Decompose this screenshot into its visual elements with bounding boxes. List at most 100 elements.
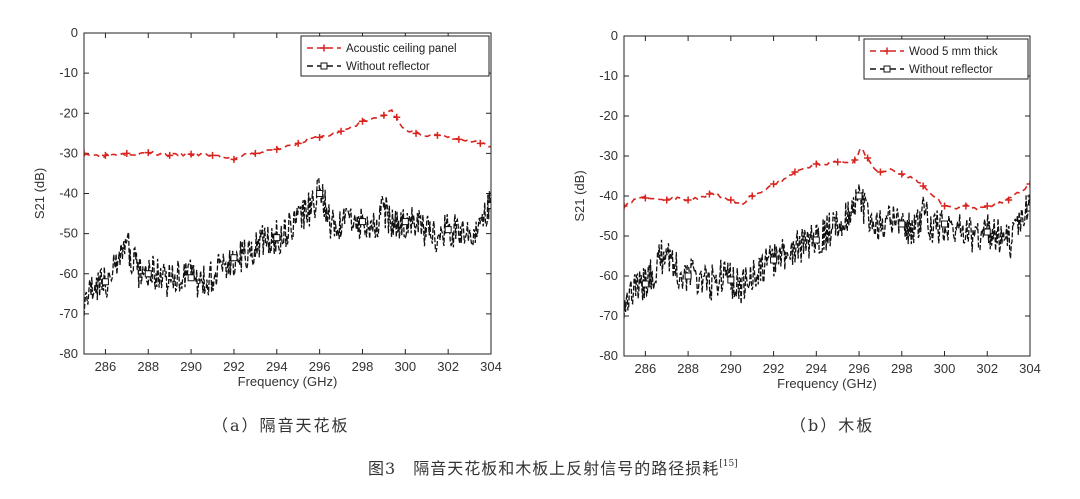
x-tick-label: 290	[180, 359, 202, 374]
series-marker	[337, 127, 345, 135]
figure-label: 图3	[368, 459, 397, 478]
series-marker	[983, 202, 991, 210]
y-tick-label: -40	[599, 188, 618, 203]
x-axis-label: Frequency (GHz)	[238, 374, 338, 389]
series-marker	[144, 270, 152, 278]
caption-a: （a）隔音天花板	[212, 416, 350, 435]
series-marker	[864, 154, 872, 162]
series-marker	[101, 278, 109, 286]
series-marker	[187, 274, 195, 282]
x-tick-label: 300	[394, 359, 416, 374]
series-marker	[380, 111, 388, 119]
series-marker	[101, 151, 109, 159]
series-line	[84, 108, 491, 162]
series-marker	[898, 220, 906, 228]
series-marker	[187, 150, 195, 158]
y-tick-label: -60	[59, 266, 78, 281]
series-marker	[1026, 204, 1030, 212]
chart-a: 0 -10 -20 -30 -40 -50 -60 -70 -80 286 288 290 292 294…	[32, 25, 502, 389]
x-tick-label: 286	[95, 359, 117, 374]
x-tick-label: 294	[266, 359, 288, 374]
series-marker	[433, 131, 441, 139]
plot-area	[84, 108, 491, 316]
series-marker	[316, 133, 324, 141]
series-line	[624, 184, 1030, 319]
series-marker	[144, 149, 152, 157]
series-line	[84, 177, 491, 316]
legend-box	[300, 35, 490, 77]
series-marker	[770, 256, 778, 264]
plot-frame	[623, 35, 1031, 357]
x-tick-label: 304	[1019, 361, 1041, 376]
x-tick-label: 302	[976, 361, 998, 376]
series-marker	[251, 149, 259, 157]
x-tick-label: 290	[720, 361, 742, 376]
y-tick-label: -50	[599, 228, 618, 243]
x-tick-label: 296	[848, 361, 870, 376]
series-marker	[898, 170, 906, 178]
series-marker	[230, 254, 238, 262]
y-tick-label: -70	[599, 308, 618, 323]
y-axis-label: S21 (dB)	[32, 168, 47, 219]
x-tick-label: 300	[934, 361, 956, 376]
series-marker	[748, 192, 756, 200]
chart-b: 0 -10 -20 -30 -40 -50 -60 -70 -80 286 288 290 292 294…	[572, 28, 1041, 391]
y-tick-label: -10	[599, 68, 618, 83]
series-marker	[834, 158, 842, 166]
legend: Acoustic ceiling panel Without reflector	[300, 35, 490, 77]
y-tick-label: -70	[59, 306, 78, 321]
series-marker	[393, 113, 401, 121]
y-tick-label: -80	[599, 348, 618, 363]
series-marker	[855, 192, 863, 200]
y-tick-label: -10	[59, 65, 78, 80]
series-marker	[294, 139, 302, 147]
legend-swatch-marker	[883, 47, 891, 55]
series-marker	[1005, 196, 1013, 204]
series-marker	[444, 226, 452, 234]
series-marker	[273, 234, 281, 242]
x-tick-label: 286	[635, 361, 657, 376]
series-marker	[684, 272, 692, 280]
x-tick-label: 288	[137, 359, 159, 374]
series-marker	[983, 228, 991, 236]
series-marker	[812, 160, 820, 168]
y-tick-label: -80	[59, 346, 78, 361]
legend-swatch-marker	[883, 65, 891, 73]
series-black	[84, 177, 491, 316]
series-marker	[412, 129, 420, 137]
x-tick-label: 304	[480, 359, 502, 374]
series-marker	[487, 202, 491, 210]
series-marker	[705, 190, 713, 198]
series-marker	[123, 149, 131, 157]
series-marker	[851, 156, 859, 164]
series-marker	[166, 151, 174, 159]
series-red	[84, 108, 491, 163]
series-marker	[663, 196, 671, 204]
y-tick-label: 0	[611, 28, 618, 43]
y-tick-label: -30	[59, 145, 78, 160]
series-marker	[727, 276, 735, 284]
y-tick-label: -20	[59, 105, 78, 120]
series-marker	[316, 190, 324, 197]
caption-b: （b）木板	[790, 416, 875, 435]
legend: Wood 5 mm thick Without reflector	[863, 38, 1029, 80]
x-tick-label: 298	[891, 361, 913, 376]
series-marker	[476, 139, 484, 147]
y-tick-label: -20	[599, 108, 618, 123]
legend-label: Wood 5 mm thick	[909, 46, 998, 58]
series-marker	[919, 182, 927, 190]
series-marker	[230, 155, 238, 163]
series-marker	[684, 196, 692, 204]
series-marker	[941, 202, 949, 210]
series-marker	[358, 117, 366, 125]
y-tick-label: -60	[599, 268, 618, 283]
series-marker	[401, 218, 409, 226]
x-tick-label: 292	[223, 359, 245, 374]
series-marker	[791, 168, 799, 176]
plot-frame	[83, 32, 492, 355]
legend-label: Without reflector	[909, 64, 993, 76]
series-red	[624, 148, 1030, 211]
x-tick-label: 298	[352, 359, 374, 374]
series-marker	[876, 168, 884, 176]
